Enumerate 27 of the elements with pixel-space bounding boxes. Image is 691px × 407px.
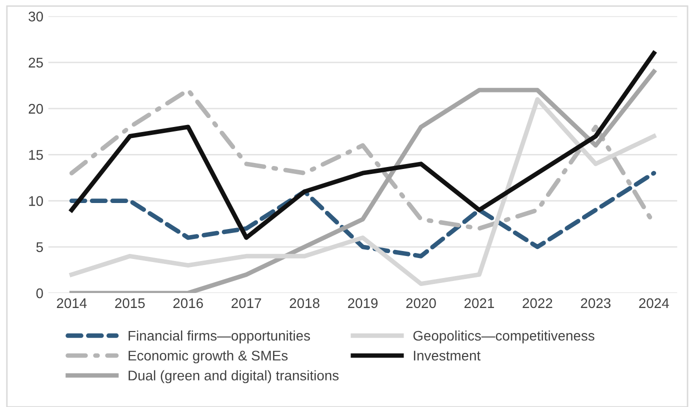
x-tick-label: 2023 <box>580 298 611 308</box>
y-tick-label: 30 <box>28 12 43 22</box>
x-tick-label: 2020 <box>406 298 436 308</box>
line-series <box>69 69 656 294</box>
x-tick-label: 2017 <box>232 298 262 308</box>
legend-label: Dual (green and digital) transitions <box>128 370 339 384</box>
x-tick-label: 2018 <box>290 298 320 308</box>
x-tick-label: 2014 <box>56 298 87 308</box>
y-tick-label: 20 <box>28 104 43 114</box>
line-series <box>69 97 656 286</box>
y-tick-label: 25 <box>28 58 43 68</box>
x-tick-label: 2015 <box>115 298 145 308</box>
line-series <box>69 170 656 258</box>
y-tick-label: 15 <box>29 150 43 160</box>
x-tick-label: 2022 <box>522 298 552 308</box>
y-tick-label: 10 <box>29 196 43 206</box>
x-tick-label: 2024 <box>639 298 669 308</box>
x-tick-label: 2021 <box>464 298 494 308</box>
legend-label: Economic growth & SMEs <box>128 350 288 364</box>
y-tick-label: 0 <box>36 288 43 298</box>
line-series <box>69 50 656 240</box>
legend-label: Financial firms—opportunities <box>128 330 310 344</box>
legend-label: Geopolitics—competitiveness <box>413 330 594 344</box>
legend-label: Investment <box>414 350 481 361</box>
x-tick-label: 2016 <box>173 298 203 308</box>
y-tick-label: 5 <box>36 242 43 252</box>
x-tick-label: 2019 <box>348 298 378 308</box>
